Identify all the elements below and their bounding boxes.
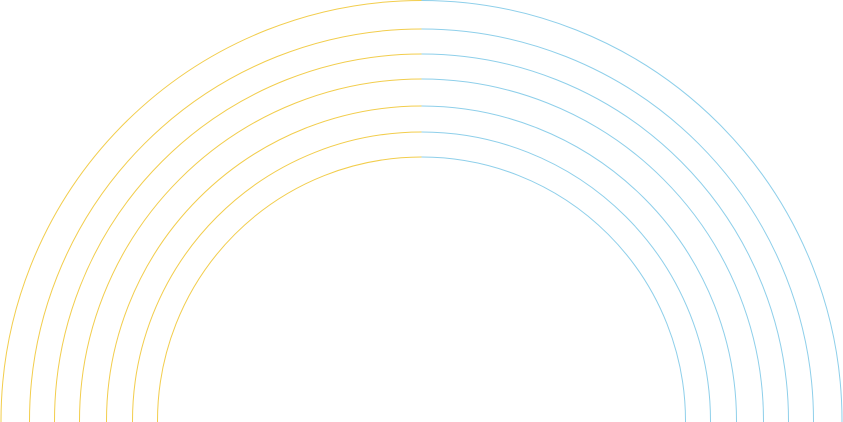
arc-left-1 bbox=[0, 0, 422, 422]
arc-left-5 bbox=[106, 105, 422, 422]
arc-right-3 bbox=[421, 53, 789, 422]
arc-right-1 bbox=[421, 0, 843, 422]
arc-left-3 bbox=[54, 53, 422, 422]
arc-right-6 bbox=[421, 131, 711, 422]
left-arc-group bbox=[0, 0, 422, 422]
right-arc-group bbox=[421, 0, 843, 422]
arc-left-7 bbox=[157, 156, 422, 422]
arc-left-4 bbox=[79, 78, 422, 422]
arc-right-2 bbox=[421, 28, 814, 422]
arc-right-5 bbox=[421, 105, 737, 422]
arc-right-4 bbox=[421, 78, 764, 422]
arc-left-2 bbox=[29, 28, 422, 422]
arc-right-7 bbox=[421, 156, 686, 422]
arc-left-6 bbox=[132, 131, 422, 422]
